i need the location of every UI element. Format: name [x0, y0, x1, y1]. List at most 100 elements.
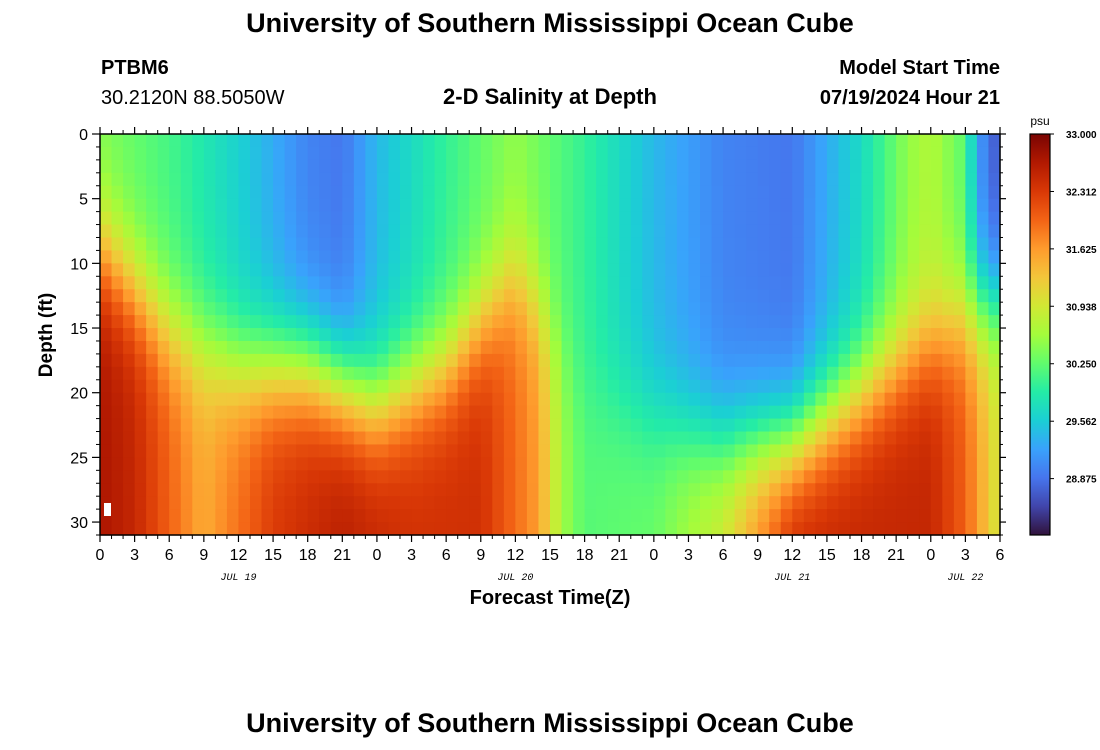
heatmap-cell — [711, 418, 724, 433]
heatmap-cell — [480, 470, 493, 484]
heatmap-cell — [919, 185, 932, 200]
heatmap-cell — [376, 289, 390, 303]
heatmap-cell — [988, 211, 1001, 226]
heatmap-cell — [342, 263, 355, 277]
heatmap-cell — [353, 211, 366, 226]
heatmap-cell — [976, 211, 990, 226]
heatmap-cell — [111, 366, 124, 381]
heatmap-cell — [976, 198, 990, 213]
heatmap-cell — [526, 159, 540, 174]
heatmap-cell — [111, 134, 124, 148]
heatmap-cell — [884, 457, 897, 471]
heatmap-cell — [619, 172, 632, 187]
heatmap-cell — [896, 237, 909, 252]
heatmap-cell — [503, 405, 516, 420]
heatmap-cell — [342, 276, 355, 290]
heatmap-cell — [134, 353, 147, 368]
heatmap-cell — [907, 444, 920, 458]
heatmap-cell — [157, 263, 170, 277]
heatmap-cell — [953, 457, 966, 471]
heatmap-cell — [123, 134, 136, 148]
heatmap-cell — [861, 431, 874, 446]
heatmap-cell — [630, 159, 643, 174]
heatmap-cell — [573, 431, 586, 446]
heatmap-cell — [619, 146, 632, 161]
heatmap-cell — [884, 405, 897, 420]
heatmap-cell — [238, 418, 251, 433]
heatmap-cell — [953, 263, 966, 277]
heatmap-cell — [676, 250, 690, 264]
heatmap-cell — [515, 159, 528, 174]
heatmap-cell — [676, 198, 690, 213]
heatmap-cell — [653, 134, 666, 148]
heatmap-cell — [411, 522, 424, 536]
heatmap-cell — [146, 237, 159, 252]
heatmap-cell — [134, 496, 147, 510]
heatmap-cell — [296, 302, 309, 316]
heatmap-cell — [180, 405, 193, 420]
heatmap-cell — [203, 276, 216, 290]
heatmap-cell — [226, 146, 240, 161]
heatmap-cell — [250, 159, 263, 174]
heatmap-cell — [100, 198, 113, 213]
heatmap-cell — [953, 405, 966, 420]
heatmap-cell — [746, 315, 759, 329]
heatmap-cell — [607, 328, 620, 342]
heatmap-cell — [388, 444, 401, 458]
heatmap-cell — [803, 263, 816, 277]
heatmap-cell — [480, 172, 493, 187]
heatmap-cell — [180, 315, 193, 329]
heatmap-cell — [192, 289, 205, 303]
heatmap-cell — [861, 276, 874, 290]
heatmap-cell — [792, 237, 805, 252]
heatmap-cell — [434, 353, 447, 368]
heatmap-cell — [896, 366, 909, 381]
heatmap-cell — [780, 146, 793, 161]
heatmap-cell — [884, 431, 897, 446]
heatmap-cell — [584, 353, 597, 368]
heatmap-cell — [515, 263, 528, 277]
heatmap-cell — [457, 470, 470, 484]
heatmap-cell — [746, 418, 759, 433]
heatmap-cell — [376, 366, 390, 381]
heatmap-cell — [884, 185, 897, 200]
heatmap-cell — [723, 263, 736, 277]
date-label: JUL 21 — [774, 573, 810, 584]
heatmap-cell — [423, 418, 436, 433]
heatmap-cell — [261, 392, 274, 407]
heatmap-cell — [803, 444, 816, 458]
heatmap-cell — [296, 353, 309, 368]
heatmap-cell — [676, 185, 690, 200]
heatmap-cell — [273, 211, 286, 226]
heatmap-cell — [538, 289, 551, 303]
x-tick-label: 21 — [610, 547, 628, 564]
heatmap-cell — [688, 172, 701, 187]
heatmap-cell — [446, 328, 459, 342]
heatmap-cell — [134, 470, 147, 484]
heatmap-cell — [203, 159, 216, 174]
heatmap-cell — [896, 353, 909, 368]
heatmap-cell — [596, 483, 609, 497]
heatmap-cell — [780, 263, 793, 277]
heatmap-cell — [146, 392, 159, 407]
heatmap-cell — [746, 302, 759, 316]
heatmap-cell — [596, 276, 609, 290]
heatmap-cell — [492, 496, 505, 510]
heatmap-cell — [700, 159, 713, 174]
heatmap-cell — [896, 522, 909, 536]
heatmap-cell — [642, 159, 655, 174]
heatmap-cell — [446, 250, 459, 264]
heatmap-cell — [492, 379, 505, 394]
heatmap-cell — [469, 159, 482, 174]
heatmap-cell — [123, 470, 136, 484]
heatmap-cell — [296, 185, 309, 200]
heatmap-cell — [388, 353, 401, 368]
heatmap-cell — [538, 444, 551, 458]
heatmap-cell — [584, 444, 597, 458]
heatmap-cell — [688, 134, 701, 148]
heatmap-cell — [988, 159, 1001, 174]
heatmap-cell — [538, 496, 551, 510]
heatmap-cell — [573, 237, 586, 252]
heatmap-cell — [550, 353, 563, 368]
heatmap-cell — [330, 146, 343, 161]
